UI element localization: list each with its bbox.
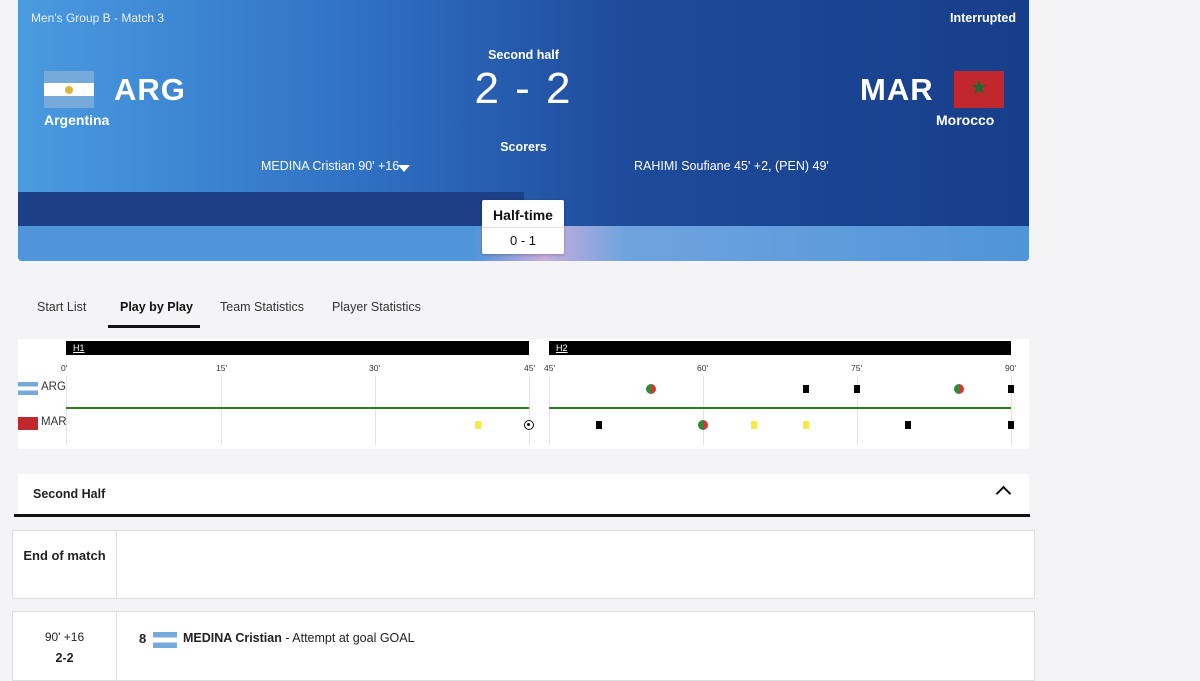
list-item: 90' +16 2-2 8 MEDINA Cristian - Attempt … <box>12 611 1035 681</box>
h2-label: H2 <box>556 343 568 353</box>
event-text: MEDINA Cristian - Attempt at goal GOAL <box>183 631 415 645</box>
section-header-second-half[interactable]: Second Half <box>18 474 1029 517</box>
yellow-card-icon[interactable] <box>475 421 481 429</box>
chevron-up-icon[interactable] <box>995 485 1012 502</box>
first-half-line <box>66 407 529 409</box>
jersey-number: 8 <box>139 631 147 646</box>
scorers-label: Scorers <box>500 140 547 154</box>
away-scorers: RAHIMI Soufiane 45' +2, (PEN) 49' <box>634 159 829 173</box>
gridline <box>221 376 222 445</box>
home-team-name: Argentina <box>44 112 110 128</box>
time-cell: 90' +16 2-2 <box>13 612 117 680</box>
tab-team-statistics[interactable]: Team Statistics <box>220 300 305 314</box>
away-team-abbr: MAR <box>860 72 934 107</box>
second-half-line <box>549 407 1011 409</box>
substitution-icon[interactable] <box>698 420 708 430</box>
event-time: 90' +16 <box>44 630 85 644</box>
tick-label: 60' <box>697 363 709 373</box>
caret-down-icon[interactable] <box>398 165 410 172</box>
section-divider <box>14 514 1030 517</box>
match-status: Interrupted <box>950 11 1016 25</box>
second-half-bar[interactable]: H2 <box>549 341 1011 355</box>
halftime-box: Half-time 0 - 1 <box>482 200 564 254</box>
tick-label: 0' <box>61 363 68 373</box>
possession-bar <box>18 192 524 226</box>
morocco-flag-icon <box>18 417 38 430</box>
event-marker[interactable] <box>905 421 911 429</box>
gridline <box>529 376 530 445</box>
argentina-flag-icon <box>153 632 177 648</box>
scoreboard: Men's Group B - Match 3 Interrupted ARG … <box>18 0 1029 261</box>
tick-label: 30' <box>369 363 381 373</box>
gridline <box>549 376 550 445</box>
event-marker[interactable] <box>1008 421 1014 429</box>
halftime-score: 0 - 1 <box>509 233 536 248</box>
tick-label: 75' <box>851 363 863 373</box>
halftime-label: Half-time <box>482 200 564 228</box>
h1-label: H1 <box>73 343 85 353</box>
tab-play-by-play[interactable]: Play by Play <box>120 300 193 314</box>
player-name[interactable]: MEDINA Cristian <box>183 631 282 645</box>
event-time: End of match <box>23 548 106 563</box>
home-scorers: MEDINA Cristian 90' +16 <box>261 159 400 173</box>
tab-start-list[interactable]: Start List <box>37 300 87 314</box>
tick-label: 45' <box>544 363 556 373</box>
away-team-name: Morocco <box>936 112 995 128</box>
match-period: Second half <box>488 48 559 62</box>
event-marker[interactable] <box>596 421 602 429</box>
match-score: 2 - 2 <box>474 64 573 113</box>
gridline <box>66 376 67 445</box>
first-half-bar[interactable]: H1 <box>66 341 529 355</box>
event-marker[interactable] <box>1008 385 1014 393</box>
timeline-team-label: MAR <box>41 416 67 428</box>
gridline <box>703 376 704 445</box>
competition-label: Men's Group B - Match 3 <box>31 11 165 25</box>
tick-label: 90' <box>1005 363 1017 373</box>
substitution-icon[interactable] <box>954 384 964 394</box>
match-timeline: H1 H2 0' 15' 30' 45' 45' 60' 75' 90' ARG… <box>18 339 1029 449</box>
tab-player-statistics[interactable]: Player Statistics <box>332 300 421 314</box>
tick-label: 15' <box>216 363 228 373</box>
gridline <box>1011 376 1012 445</box>
argentina-flag-icon <box>18 382 38 395</box>
argentina-flag-icon <box>44 71 94 108</box>
event-marker[interactable] <box>854 385 860 393</box>
time-cell: End of match <box>13 531 117 598</box>
gridline <box>375 376 376 445</box>
active-tab-indicator <box>108 325 200 328</box>
morocco-flag-icon: ★ <box>954 71 1004 108</box>
yellow-card-icon[interactable] <box>751 421 757 429</box>
event-score: 2-2 <box>55 651 74 665</box>
ball-icon[interactable] <box>524 420 534 430</box>
home-team-abbr: ARG <box>114 72 186 107</box>
yellow-card-icon[interactable] <box>803 421 809 429</box>
section-title: Second Half <box>33 487 106 501</box>
timeline-team-label: ARG <box>41 381 66 393</box>
list-item: End of match <box>12 530 1035 599</box>
event-action: - Attempt at goal GOAL <box>281 631 415 645</box>
gridline <box>857 376 858 445</box>
tick-label: 45' <box>524 363 536 373</box>
substitution-icon[interactable] <box>646 384 656 394</box>
event-marker[interactable] <box>803 385 809 393</box>
